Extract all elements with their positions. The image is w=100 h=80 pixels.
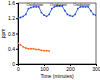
series-point: [41, 49, 43, 51]
plot-frame: [18, 3, 96, 64]
x-tick-label: 0: [17, 66, 20, 72]
series-point: [64, 10, 66, 12]
series-point: [90, 10, 92, 12]
chart: 0 100 200 300 0 0.4 0.8 1.2 1.6 Oxidation Oxidatio…: [0, 0, 100, 80]
x-tick-label: 100: [40, 66, 49, 72]
series-point: [20, 17, 22, 19]
series-point: [41, 12, 43, 14]
annotation: Oxidation: [73, 2, 90, 7]
series-point: [18, 17, 19, 19]
series-point: [20, 44, 22, 46]
series-point: [28, 8, 30, 10]
series-point: [30, 48, 32, 50]
x-tick-label: 200: [66, 66, 75, 72]
series-point: [25, 14, 27, 16]
y-axis: 0 0.4 0.8 1.2 1.6: [8, 0, 18, 67]
x-tick-label: 300: [92, 66, 100, 72]
series-point: [43, 14, 45, 16]
series-point: [72, 15, 74, 17]
y-tick-label: 0.8: [8, 31, 15, 37]
annotation: Oxidation: [50, 2, 67, 7]
series-point: [28, 48, 30, 50]
x-axis-line: [19, 65, 97, 67]
series-point: [33, 48, 35, 50]
series-line: [18, 6, 96, 18]
series-point: [35, 49, 37, 51]
annotation: Oxidation: [26, 2, 43, 7]
y-tick: 0.4: [8, 46, 18, 52]
series-point: [74, 14, 76, 16]
series-point: [30, 7, 32, 9]
y-tick-label: 0.4: [8, 46, 15, 52]
series-point: [51, 8, 53, 10]
y-tick-label: 1.2: [8, 15, 15, 21]
x-axis-title: Time (minutes): [40, 73, 73, 79]
plot: 0 100 200 300 0 0.4 0.8 1.2 1.6 Oxidation Oxidatio…: [8, 0, 100, 71]
y-tick-label: 1.6: [8, 0, 15, 6]
series-point: [48, 14, 50, 16]
x-tick: 100: [40, 64, 49, 72]
y-tick: 1.2: [8, 15, 18, 21]
x-tick: 0: [17, 64, 20, 72]
y-tick: 0.8: [8, 31, 18, 37]
y-tick: 1.6: [8, 0, 18, 6]
series-point: [18, 42, 19, 44]
series-point: [43, 50, 45, 52]
y-tick-label: 0: [12, 61, 15, 67]
series-line: [18, 43, 49, 51]
series-point: [46, 50, 48, 52]
series-point: [38, 49, 40, 51]
series-point: [77, 8, 79, 10]
x-tick: 300: [92, 64, 100, 72]
series-point: [25, 47, 27, 49]
series-point: [67, 14, 69, 16]
x-axis: 0 100 200 300: [17, 64, 100, 72]
series-point: [22, 46, 24, 48]
series-point: [69, 15, 71, 17]
series-point: [95, 14, 96, 16]
series-point: [22, 15, 24, 17]
y-tick: 0: [12, 61, 18, 67]
series-point: [93, 14, 95, 16]
x-tick: 200: [66, 64, 75, 72]
marks: [18, 5, 96, 52]
y-axis-title: ppm: [0, 29, 6, 39]
series-point: [46, 15, 48, 17]
series-point: [48, 50, 50, 52]
